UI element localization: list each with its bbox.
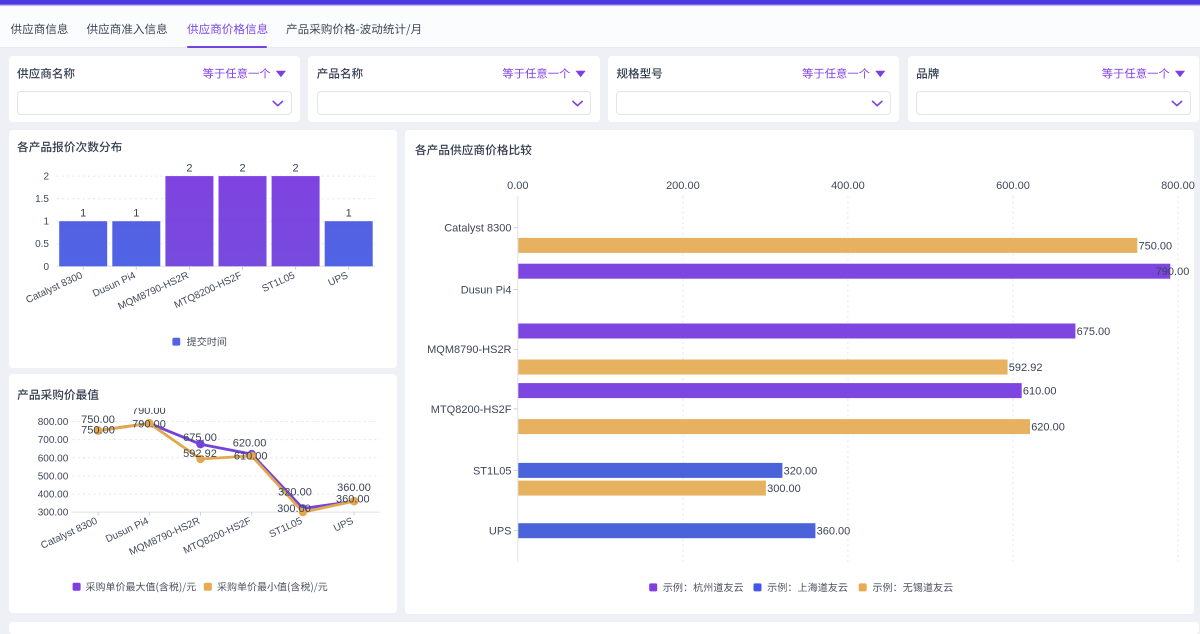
svg-text:1.5: 1.5 [35, 194, 49, 205]
svg-text:0: 0 [43, 262, 49, 273]
svg-text:300.00: 300.00 [277, 503, 311, 515]
svg-text:Dusun Pi4: Dusun Pi4 [461, 284, 512, 296]
svg-text:1: 1 [80, 208, 86, 220]
svg-text:ST1L05: ST1L05 [473, 465, 512, 477]
svg-text:2: 2 [293, 163, 299, 175]
svg-text:750.00: 750.00 [81, 414, 115, 426]
svg-text:360.00: 360.00 [336, 494, 370, 506]
svg-text:600.00: 600.00 [38, 453, 69, 464]
svg-text:790.00: 790.00 [132, 418, 166, 430]
svg-text:MQM8790-HS2R: MQM8790-HS2R [427, 344, 511, 356]
svg-text:300.00: 300.00 [38, 508, 69, 519]
svg-text:800.00: 800.00 [1161, 180, 1195, 192]
svg-text:2: 2 [186, 163, 192, 175]
svg-text:300.00: 300.00 [767, 483, 801, 495]
svg-text:1: 1 [43, 217, 49, 228]
svg-text:750.00: 750.00 [81, 425, 115, 437]
svg-text:ST1L05: ST1L05 [260, 270, 297, 295]
svg-text:UPS: UPS [332, 516, 356, 535]
svg-text:360.00: 360.00 [817, 526, 851, 538]
svg-text:1: 1 [133, 208, 139, 220]
svg-text:360.00: 360.00 [337, 482, 371, 494]
svg-text:700.00: 700.00 [38, 435, 69, 446]
svg-text:592.92: 592.92 [183, 448, 217, 460]
svg-text:610.00: 610.00 [1023, 386, 1057, 398]
svg-text:0.5: 0.5 [35, 239, 49, 250]
svg-text:400.00: 400.00 [38, 490, 69, 501]
svg-text:1: 1 [346, 208, 352, 220]
svg-text:750.00: 750.00 [1139, 240, 1173, 252]
svg-text:0.00: 0.00 [507, 180, 528, 192]
svg-text:200.00: 200.00 [666, 180, 700, 192]
svg-text:2: 2 [239, 163, 245, 175]
svg-text:Catalyst 8300: Catalyst 8300 [24, 270, 84, 306]
svg-text:790.00: 790.00 [1156, 266, 1190, 278]
svg-text:620.00: 620.00 [233, 438, 267, 450]
svg-text:320.00: 320.00 [278, 487, 312, 499]
svg-text:500.00: 500.00 [38, 471, 69, 482]
svg-text:610.00: 610.00 [234, 450, 268, 462]
svg-text:ST1L05: ST1L05 [268, 516, 305, 541]
svg-text:800.00: 800.00 [38, 417, 69, 428]
svg-text:675.00: 675.00 [183, 432, 217, 444]
svg-text:Catalyst 8300: Catalyst 8300 [444, 223, 511, 235]
svg-text:620.00: 620.00 [1031, 422, 1065, 434]
svg-text:320.00: 320.00 [784, 465, 818, 477]
svg-text:600.00: 600.00 [996, 180, 1030, 192]
svg-text:UPS: UPS [327, 270, 351, 289]
svg-text:592.92: 592.92 [1009, 362, 1043, 374]
svg-text:675.00: 675.00 [1077, 326, 1111, 338]
svg-text:400.00: 400.00 [831, 180, 865, 192]
svg-text:Catalyst 8300: Catalyst 8300 [39, 516, 99, 552]
svg-text:2: 2 [43, 172, 49, 183]
svg-text:UPS: UPS [489, 526, 512, 538]
svg-text:MTQ8200-HS2F: MTQ8200-HS2F [431, 404, 512, 416]
svg-text:790.00: 790.00 [132, 405, 166, 417]
